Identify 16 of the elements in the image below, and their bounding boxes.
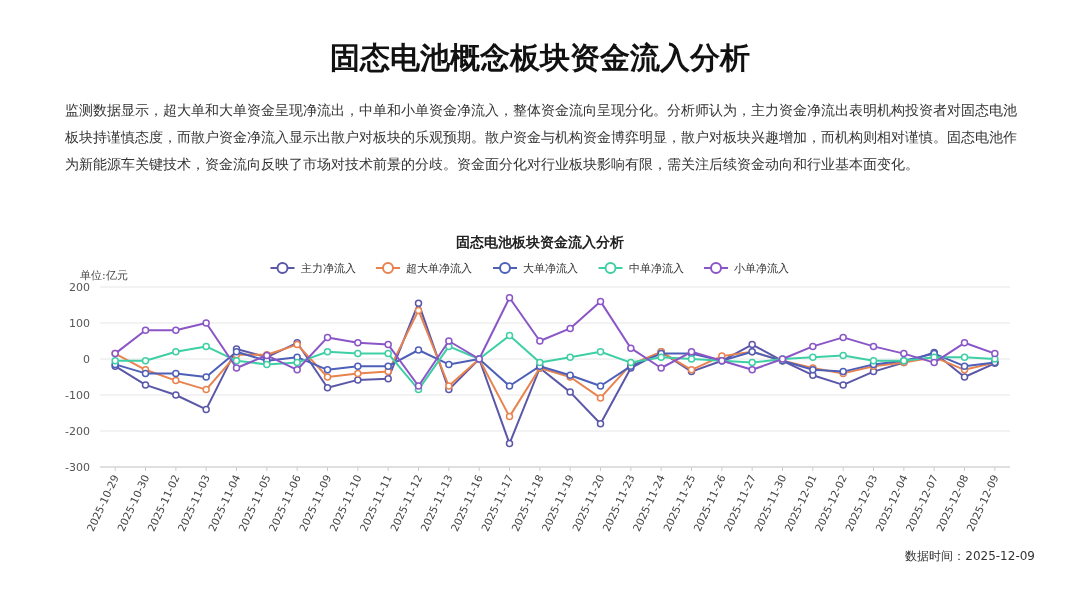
legend-label: 主力净流入	[300, 262, 356, 275]
y-tick-label: -100	[65, 389, 90, 402]
y-tick-label: 200	[69, 281, 90, 294]
chart-title: 固态电池概念板块资金流入分析	[329, 39, 751, 77]
y-axis-title: 单位:亿元	[80, 269, 128, 282]
text: 数据时间：2025-12-09	[905, 548, 1035, 565]
legend-label: 超大单净流入	[406, 262, 472, 275]
legend-label: 中单净流入	[628, 262, 684, 275]
legend-label: 大单净流入	[523, 262, 578, 275]
y-tick-label: 100	[69, 317, 90, 330]
text: 监测数据显示，超大单和大单资金呈现净流出，中单和小单资金净流入，整体资金流向呈现分化。分析师认为，主力资金净流出表明机构投资者对固态电池板块持谨慎态度，而散户资金净流入显示出散户对板块的乐观预期。散户资金与机构资金博弈明显，散户对板块兴趣增加，而机构则相对谨慎。固态电池作为新能源车关键技术，资金流向反映了市场对技术前景的分歧。资金面分化对行业板块影响有限，需关注后续资金动向和行业基本面变化。	[65, 101, 1018, 174]
legend-label: 小单净流入	[734, 262, 789, 275]
chart-subtitle: 固态电池板块资金流入分析	[456, 234, 624, 250]
y-tick-label: -300	[65, 461, 90, 474]
y-tick-label: -200	[65, 425, 90, 438]
y-tick-label: 0	[83, 353, 90, 366]
